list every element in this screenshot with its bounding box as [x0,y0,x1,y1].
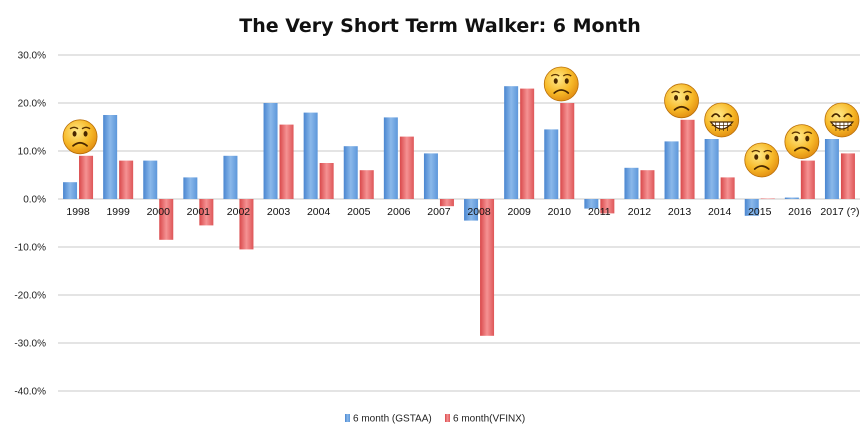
bar-gstaa-2016 [784,197,799,199]
x-tick-label: 1999 [106,206,130,218]
bar-vfinx-2011 [600,199,615,214]
bar-gstaa-2011 [584,199,599,209]
x-tick-label: 2011 [588,206,611,218]
legend: 6 month (GSTAA) 6 month(VFINX) [345,414,525,425]
bar-gstaa-2001 [183,177,198,199]
x-tick-label: 2016 [788,206,812,218]
bar-gstaa-2006 [383,117,398,199]
x-axis-ticks: 1998 1999 2000 2001 2002 2003 2004 2005 2006 2007… [66,206,859,218]
bar-gstaa-2000 [143,160,158,199]
sad-face-icon [664,83,699,119]
y-tick-label: 30.0% [18,51,46,62]
bar-vfinx-2005 [359,170,374,199]
bar-vfinx-2009 [520,88,535,199]
x-tick-label: 2000 [147,206,171,218]
bar-vfinx-1999 [119,160,134,199]
bar-vfinx-2014 [720,177,735,199]
bar-gstaa-2017 [824,139,839,199]
bar-vfinx-2015 [760,198,775,200]
bar-gstaa-2004 [303,112,318,199]
bar-gstaa-2009 [504,86,519,199]
x-tick-label: 2001 [187,206,211,218]
bar-gstaa-2002 [223,155,238,199]
bar-vfinx-1998 [79,155,94,199]
bar-vfinx-2016 [800,160,815,199]
bar-gstaa-2014 [704,139,719,199]
x-tick-label: 1998 [66,206,90,218]
x-tick-label: 2012 [628,206,652,218]
legend-swatch [345,414,350,422]
bar-gstaa-2008 [464,199,479,221]
y-tick-label: -30.0% [14,339,46,350]
gridlines [58,54,860,392]
bar-vfinx-2003 [279,124,294,199]
legend-label: 6 month(VFINX) [453,414,525,425]
y-tick-label: 20.0% [18,99,46,110]
legend-swatch [445,414,450,422]
sad-face-icon [784,124,820,160]
bars [63,86,855,336]
x-tick-label: 2008 [467,206,491,218]
x-tick-label: 2009 [507,206,531,218]
bar-vfinx-2013 [680,119,695,199]
bar-vfinx-2002 [239,199,254,250]
bar-vfinx-2010 [560,103,575,199]
bar-vfinx-2012 [640,170,655,199]
x-tick-label: 2014 [708,206,732,218]
sad-face-icon [543,66,579,102]
x-tick-label: 2010 [548,206,572,218]
y-tick-label: -20.0% [14,291,46,302]
y-tick-label: 0.0% [23,195,46,206]
bar-vfinx-2001 [199,199,214,226]
x-tick-label: 2007 [427,206,451,218]
x-tick-label: 2004 [307,206,331,218]
x-tick-label: 2017 (?) [820,206,859,218]
x-tick-label: 2006 [387,206,411,218]
x-tick-label: 2005 [347,206,371,218]
x-tick-label: 2015 [748,206,772,218]
bar-gstaa-2005 [343,146,358,199]
bar-gstaa-2013 [664,141,679,199]
y-axis-ticks: 30.0% 20.0% 10.0% 0.0% -10.0% -20.0% -30.0% -40… [14,51,46,398]
y-tick-label: 10.0% [18,147,46,158]
grin-face-icon [824,102,860,138]
bar-gstaa-1998 [63,182,78,199]
bar-gstaa-2010 [544,129,559,199]
annotation-icons [62,66,860,178]
legend-label: 6 month (GSTAA) [353,414,432,425]
chart-title: The Very Short Term Walker: 6 Month [239,15,641,37]
x-tick-label: 2002 [227,206,251,218]
bar-gstaa-2003 [263,103,278,199]
bar-gstaa-2007 [423,153,438,199]
bar-vfinx-2000 [159,199,174,240]
bar-gstaa-1999 [103,115,118,199]
bar-gstaa-2015 [744,199,759,216]
bar-vfinx-2008 [480,199,495,336]
bar-vfinx-2004 [319,163,334,199]
sad-face-icon [62,119,98,155]
grin-face-icon [704,102,740,138]
x-tick-label: 2003 [267,206,291,218]
bar-gstaa-2012 [624,167,639,199]
bar-vfinx-2006 [399,136,414,199]
x-tick-label: 2013 [668,206,692,218]
bar-vfinx-2017 [840,153,855,199]
y-tick-label: -10.0% [14,243,46,254]
sad-face-icon [744,142,780,178]
bar-vfinx-2007 [439,199,454,207]
y-tick-label: -40.0% [14,387,46,398]
